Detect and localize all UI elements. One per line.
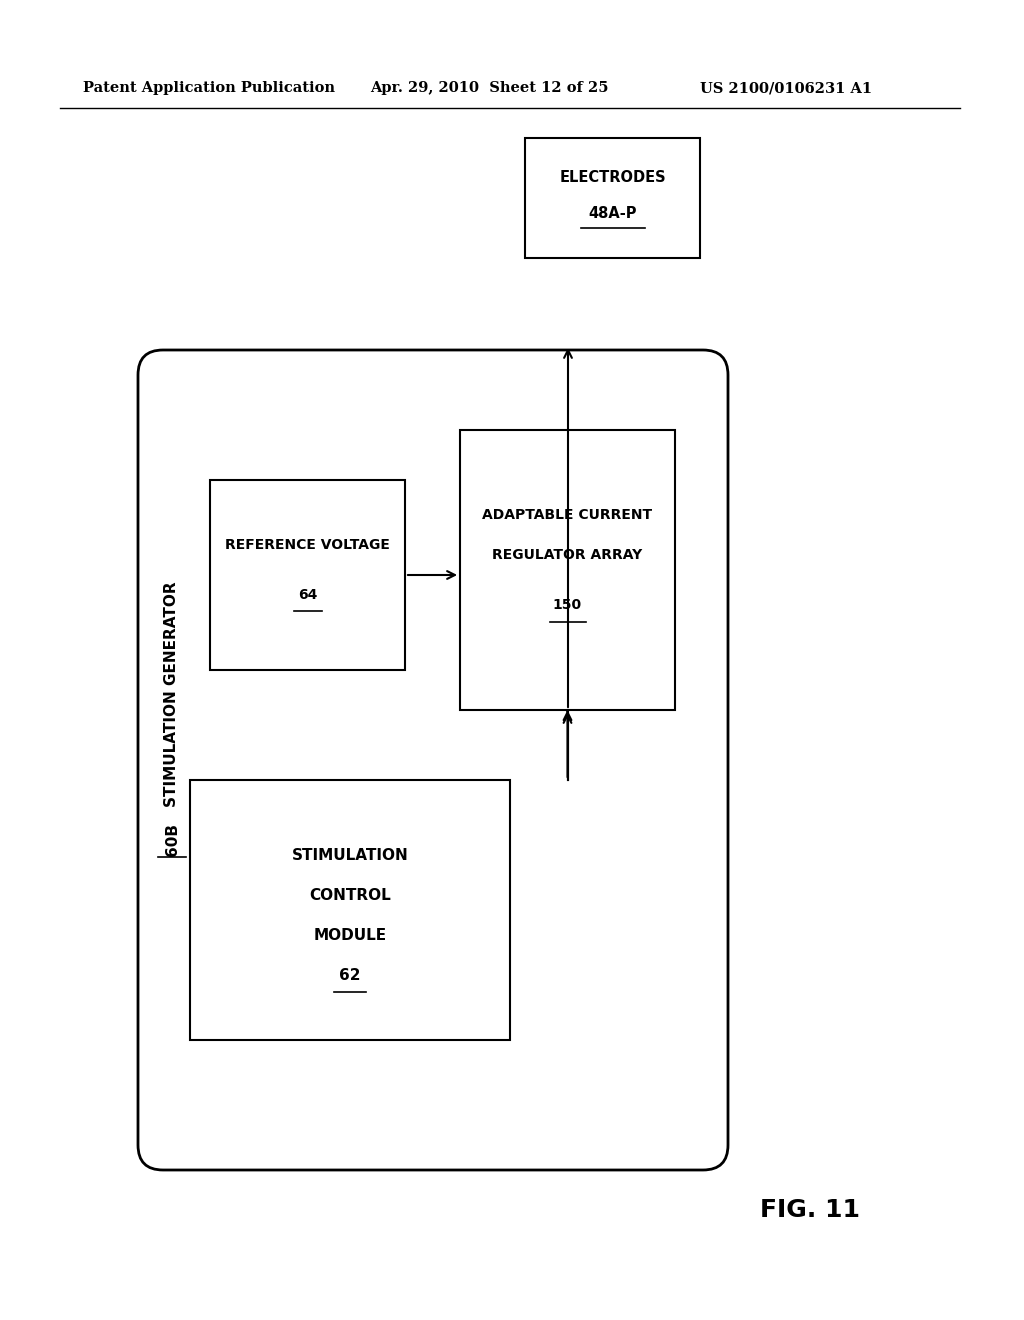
Text: 60B: 60B xyxy=(165,822,179,855)
Bar xyxy=(460,430,675,710)
Text: STIMULATION GENERATOR: STIMULATION GENERATOR xyxy=(165,582,179,808)
Text: 150: 150 xyxy=(553,598,582,612)
Text: US 2100/0106231 A1: US 2100/0106231 A1 xyxy=(700,81,872,95)
Bar xyxy=(190,780,510,1040)
Text: 64: 64 xyxy=(298,587,317,602)
Text: MODULE: MODULE xyxy=(313,928,387,942)
Bar xyxy=(210,480,406,671)
Text: 48A-P: 48A-P xyxy=(588,206,637,220)
Text: FIG. 11: FIG. 11 xyxy=(760,1199,860,1222)
Bar xyxy=(525,139,700,257)
Text: Patent Application Publication: Patent Application Publication xyxy=(83,81,335,95)
Text: REGULATOR ARRAY: REGULATOR ARRAY xyxy=(493,548,643,562)
Text: CONTROL: CONTROL xyxy=(309,887,391,903)
Text: 62: 62 xyxy=(339,968,360,982)
Text: STIMULATION: STIMULATION xyxy=(292,847,409,862)
Text: ADAPTABLE CURRENT: ADAPTABLE CURRENT xyxy=(482,508,652,521)
Text: REFERENCE VOLTAGE: REFERENCE VOLTAGE xyxy=(225,539,390,552)
FancyBboxPatch shape xyxy=(138,350,728,1170)
Text: Apr. 29, 2010  Sheet 12 of 25: Apr. 29, 2010 Sheet 12 of 25 xyxy=(370,81,608,95)
Text: ELECTRODES: ELECTRODES xyxy=(559,170,666,186)
